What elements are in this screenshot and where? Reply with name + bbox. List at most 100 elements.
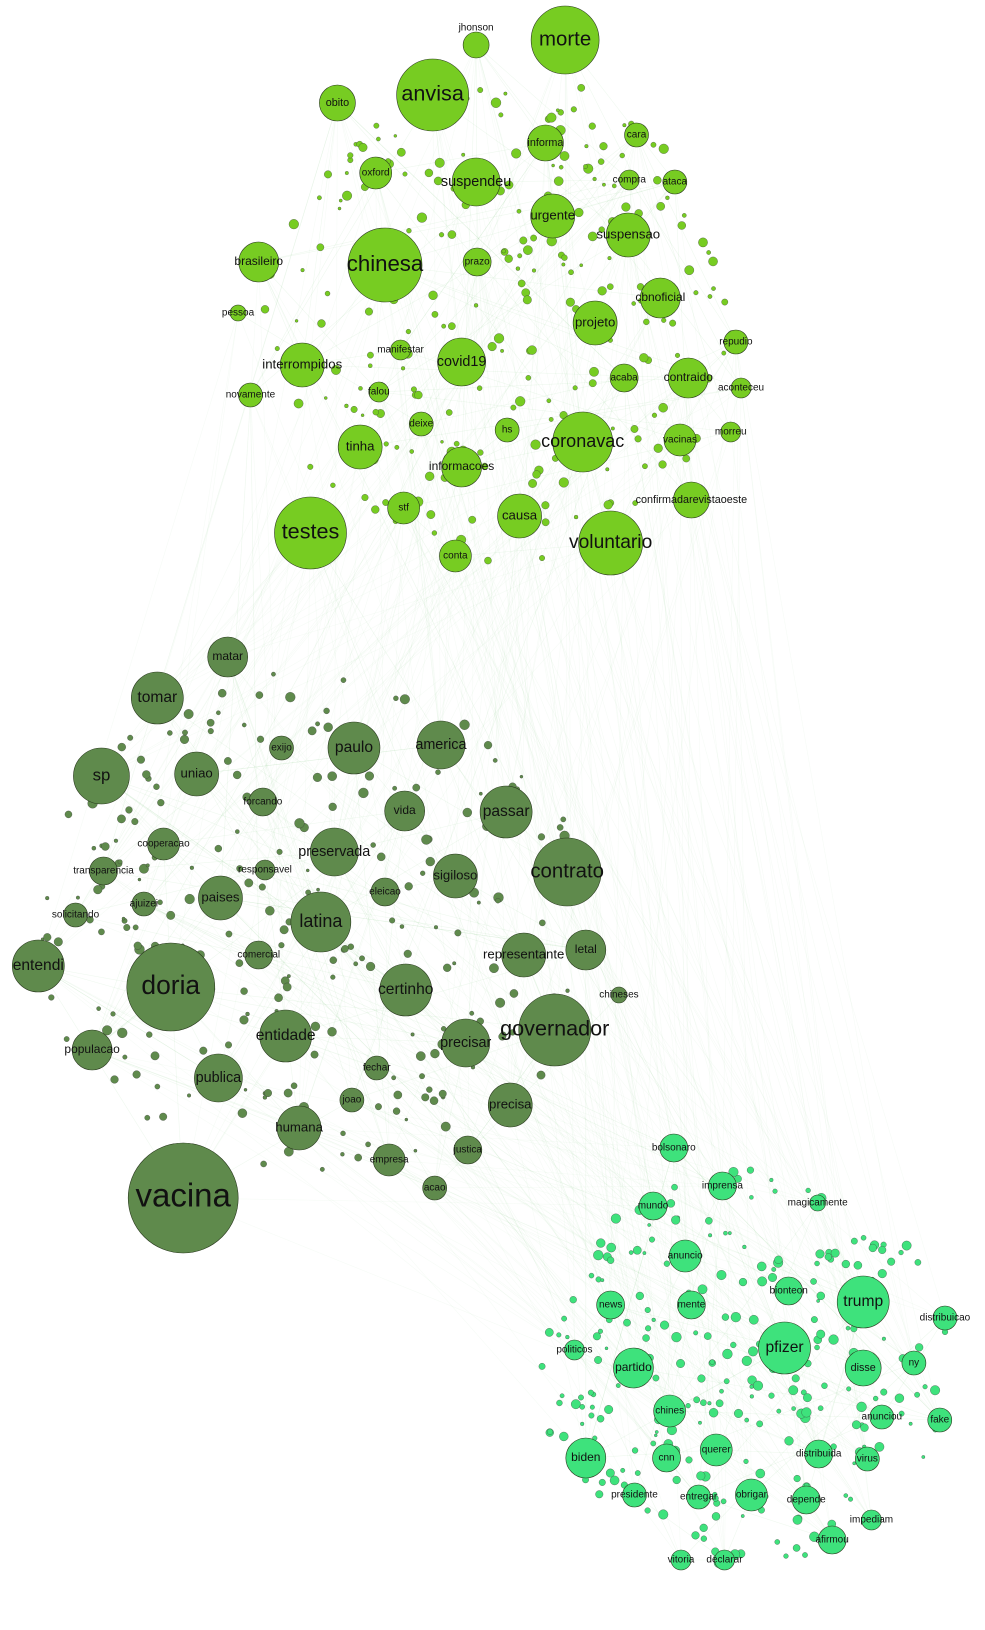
edge	[157, 697, 717, 1451]
minor-node	[671, 1183, 678, 1191]
minor-node	[144, 1114, 151, 1121]
minor-node	[569, 1296, 577, 1304]
node	[723, 329, 749, 355]
node	[901, 1350, 927, 1376]
edge	[610, 1304, 819, 1455]
minor-node	[461, 152, 466, 157]
node	[131, 891, 157, 917]
edge	[610, 1304, 785, 1349]
minor-node	[565, 297, 575, 307]
node-label: testes	[282, 519, 340, 544]
minor-node	[255, 691, 264, 699]
edge	[101, 775, 717, 1451]
edge	[353, 747, 568, 873]
edge	[440, 744, 864, 1303]
minor-node	[428, 290, 438, 300]
minor-node	[645, 1325, 652, 1332]
edge	[281, 747, 946, 1319]
node-label: imprensa	[702, 1181, 744, 1192]
edge	[465, 1042, 883, 1418]
minor-node	[656, 202, 665, 211]
node-label: informa	[527, 137, 563, 149]
minor-node	[570, 106, 577, 113]
minor-node	[651, 1317, 656, 1322]
minor-node	[187, 1093, 192, 1098]
edge	[434, 429, 508, 1189]
node	[370, 877, 400, 907]
minor-node	[723, 1378, 730, 1385]
node	[855, 1446, 880, 1472]
edge	[220, 897, 819, 1455]
edge	[574, 1349, 667, 1459]
edge	[320, 921, 611, 1306]
edge	[554, 1029, 635, 1496]
minor-node	[503, 91, 508, 96]
node-label: representante	[483, 946, 564, 961]
node-label: chinesa	[347, 251, 424, 276]
edge	[751, 1317, 946, 1496]
edge	[461, 361, 872, 1521]
minor-node	[510, 404, 517, 411]
minor-node	[257, 735, 265, 743]
minor-node	[167, 730, 173, 736]
node-label: contrato	[530, 860, 604, 882]
edge	[389, 1159, 723, 1187]
minor-node	[404, 882, 413, 891]
edge	[384, 264, 625, 379]
node	[638, 1191, 668, 1221]
edge	[351, 1099, 692, 1306]
minor-node	[647, 1223, 651, 1227]
minor-node	[768, 1392, 775, 1399]
edge	[38, 965, 219, 1079]
edge	[310, 532, 723, 1187]
minor-node	[558, 165, 564, 170]
minor-node	[706, 250, 711, 255]
node	[244, 940, 274, 970]
node	[624, 122, 649, 148]
minor-node	[628, 1250, 634, 1255]
edge	[376, 1067, 946, 1319]
minor-node	[523, 245, 533, 255]
minor-node	[810, 1278, 817, 1285]
minor-node	[102, 1025, 113, 1036]
minor-node	[572, 385, 578, 391]
minor-node	[504, 180, 514, 190]
edge	[400, 349, 456, 877]
edge	[157, 532, 311, 699]
edge	[237, 312, 422, 425]
minor-node	[630, 425, 639, 433]
minor-node	[443, 963, 452, 972]
minor-node	[631, 1447, 639, 1454]
minor-node	[816, 1291, 825, 1301]
minor-node	[312, 772, 322, 782]
node-label: bionteon	[769, 1286, 807, 1297]
node	[364, 1055, 390, 1081]
edge	[334, 851, 717, 1451]
nodes: jhonson morte anvisa obito informa cara oxford…	[11, 5, 971, 1571]
minor-node	[368, 363, 373, 368]
minor-node	[492, 758, 498, 763]
edge	[434, 1042, 467, 1189]
node-label: compra	[613, 175, 647, 186]
minor-node	[815, 1249, 825, 1259]
node-label: vacina	[135, 1177, 231, 1214]
node	[532, 837, 602, 907]
minor-node	[64, 810, 73, 819]
edge	[403, 507, 864, 1303]
minor-node	[749, 1195, 754, 1200]
minor-node	[420, 870, 426, 876]
node-label: informacoes	[429, 459, 494, 473]
edge	[585, 949, 635, 1496]
minor-node	[828, 1334, 839, 1345]
node	[337, 424, 383, 470]
node	[437, 337, 486, 387]
edge	[716, 1449, 819, 1455]
edge	[722, 341, 737, 1187]
edge	[285, 1035, 466, 1044]
minor-node	[574, 207, 584, 218]
minor-node	[421, 834, 432, 845]
minor-node	[805, 1187, 811, 1194]
edge	[75, 532, 311, 916]
edge	[75, 914, 406, 991]
edge	[669, 1304, 692, 1412]
